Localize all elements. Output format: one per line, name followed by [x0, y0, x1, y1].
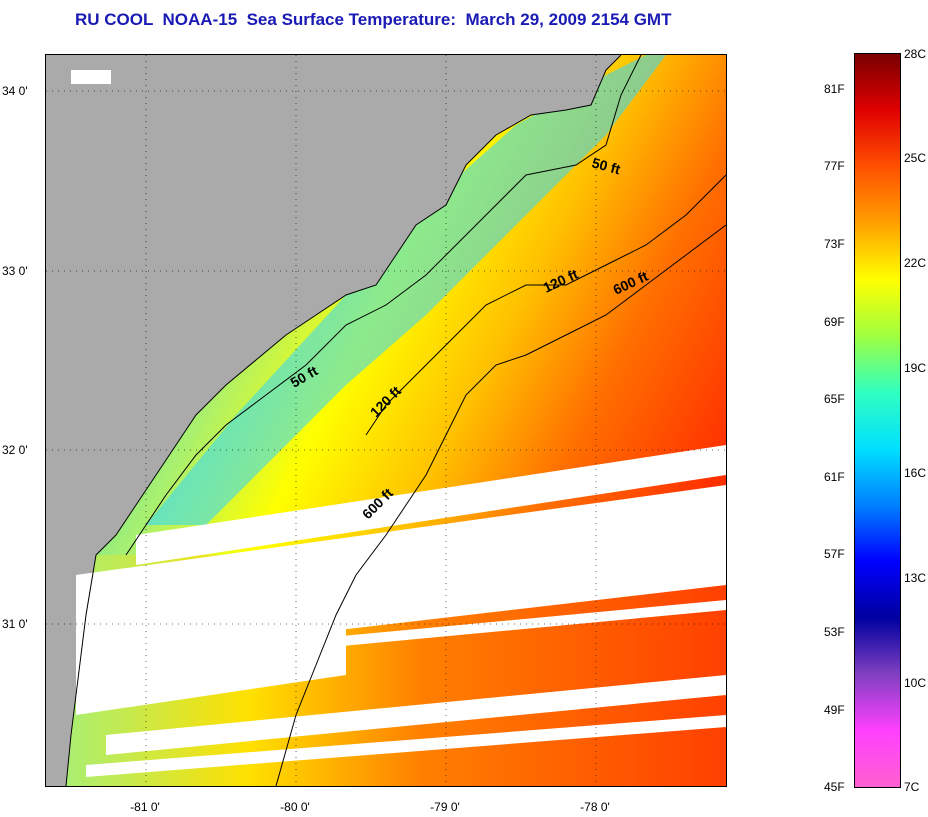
colorbar-label-13c: 13C	[904, 571, 927, 585]
land-white-patch	[71, 70, 111, 84]
lat-label-31: 31 0'	[2, 617, 28, 631]
colorbar-label-81f: 81F	[824, 82, 845, 96]
colorbar-label-73f: 73F	[824, 237, 845, 251]
lon-label-81: -81 0'	[130, 800, 160, 814]
contour-120ft	[365, 174, 726, 436]
lon-label-78: -78 0'	[580, 800, 610, 814]
map-title: RU COOL NOAA-15 Sea Surface Temperature:…	[75, 10, 672, 29]
contour-600ft	[275, 224, 726, 786]
colorbar-label-25c: 25C	[904, 151, 927, 165]
colorbar-label-16c: 16C	[904, 466, 927, 480]
colorbar-label-28c: 28C	[904, 47, 927, 61]
colorbar-label-61f: 61F	[824, 470, 845, 484]
land-mass	[46, 55, 621, 786]
colorbar-label-53f: 53F	[824, 625, 845, 639]
lon-label-80: -80 0'	[280, 800, 310, 814]
colorbar-label-69f: 69F	[824, 315, 845, 329]
cloud-swath-6	[246, 600, 726, 655]
colorbar-label-49f: 49F	[824, 703, 845, 717]
sst-map: 50 ft 120 ft 600 ft 50 ft 120 ft 600 ft	[45, 54, 727, 787]
lat-label-34: 34 0'	[2, 84, 28, 98]
contour-label-50ft-north: 50 ft	[590, 154, 622, 177]
temperature-colorbar	[854, 53, 901, 788]
colorbar-label-45f: 45F	[824, 780, 845, 794]
cloud-swath-1	[136, 445, 726, 565]
sst-map-canvas: 50 ft 120 ft 600 ft 50 ft 120 ft 600 ft	[46, 55, 726, 786]
cloud-swath-4	[106, 675, 726, 755]
cloud-swath-5	[86, 715, 726, 777]
colorbar-label-65f: 65F	[824, 392, 845, 406]
lon-label-79: -79 0'	[430, 800, 460, 814]
coastline	[65, 55, 622, 786]
lat-label-32: 32 0'	[2, 443, 28, 457]
cloud-swath-3	[76, 615, 346, 715]
colorbar-label-10c: 10C	[904, 676, 927, 690]
colorbar-label-22c: 22C	[904, 256, 927, 270]
colorbar-label-7c: 7C	[904, 780, 920, 794]
colorbar-label-19c: 19C	[904, 361, 927, 375]
colorbar-label-77f: 77F	[824, 159, 845, 173]
lat-label-33: 33 0'	[2, 264, 28, 278]
colorbar-label-57f: 57F	[824, 547, 845, 561]
contour-50ft	[125, 55, 642, 556]
